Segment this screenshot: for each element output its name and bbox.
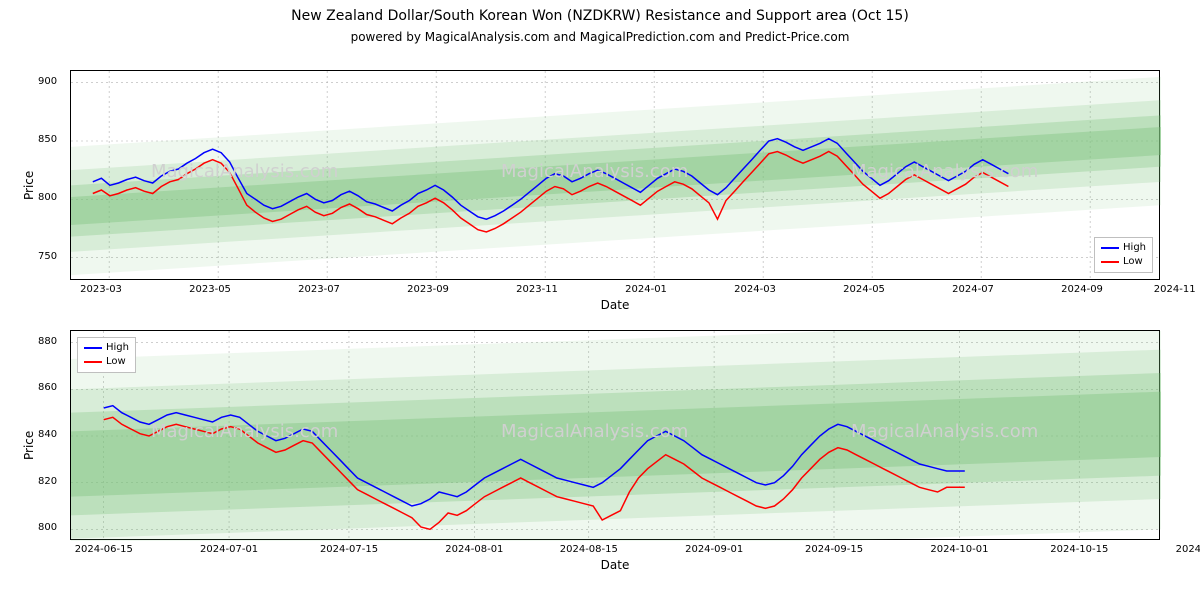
- ytick-label: 900: [38, 76, 57, 87]
- top-chart-svg: [71, 71, 1161, 281]
- figure-container: New Zealand Dollar/South Korean Won (NZD…: [0, 0, 1200, 600]
- legend-item-high: High: [84, 341, 129, 355]
- xtick-label: 2023-05: [189, 284, 231, 295]
- legend-label-high: High: [1123, 241, 1146, 255]
- xtick-label: 2024-09: [1061, 284, 1103, 295]
- legend-label-high: High: [106, 341, 129, 355]
- legend-swatch-low: [1101, 261, 1119, 263]
- ytick-label: 800: [38, 192, 57, 203]
- xtick-label: 2024-10-01: [930, 544, 988, 555]
- chart-subtitle: powered by MagicalAnalysis.com and Magic…: [0, 24, 1200, 44]
- bottom-chart: MagicalAnalysis.com MagicalAnalysis.com …: [70, 330, 1160, 540]
- y-axis-label: Price: [22, 171, 36, 200]
- ytick-label: 850: [38, 134, 57, 145]
- xtick-label: 2024-05: [843, 284, 885, 295]
- xtick-label: 2024-08-15: [560, 544, 618, 555]
- legend-item-high: High: [1101, 241, 1146, 255]
- legend-item-low: Low: [1101, 255, 1146, 269]
- xtick-label: 2024-11-01: [1176, 544, 1200, 555]
- xtick-label: 2024-06-15: [75, 544, 133, 555]
- xtick-label: 2024-03: [734, 284, 776, 295]
- legend-item-low: Low: [84, 355, 129, 369]
- xtick-label: 2024-07-01: [200, 544, 258, 555]
- legend-box: High Low: [1094, 237, 1153, 273]
- legend-swatch-high: [1101, 247, 1119, 249]
- ytick-label: 860: [38, 382, 57, 393]
- xtick-label: 2024-08-01: [445, 544, 503, 555]
- x-axis-label: Date: [70, 298, 1160, 312]
- ytick-label: 880: [38, 336, 57, 347]
- chart-title: New Zealand Dollar/South Korean Won (NZD…: [0, 0, 1200, 24]
- legend-box: High Low: [77, 337, 136, 373]
- xtick-label: 2024-11: [1154, 284, 1196, 295]
- ytick-label: 750: [38, 251, 57, 262]
- xtick-label: 2024-09-15: [805, 544, 863, 555]
- legend-swatch-low: [84, 361, 102, 363]
- bottom-chart-svg: [71, 331, 1161, 541]
- xtick-label: 2024-07-15: [320, 544, 378, 555]
- legend-label-low: Low: [1123, 255, 1143, 269]
- top-chart: MagicalAnalysis.com MagicalAnalysis.com …: [70, 70, 1160, 280]
- xtick-label: 2024-07: [952, 284, 994, 295]
- xtick-label: 2023-07: [298, 284, 340, 295]
- y-axis-label: Price: [22, 431, 36, 460]
- ytick-label: 800: [38, 522, 57, 533]
- xtick-label: 2024-10-15: [1050, 544, 1108, 555]
- xtick-label: 2023-09: [407, 284, 449, 295]
- xtick-label: 2023-03: [80, 284, 122, 295]
- ytick-label: 840: [38, 429, 57, 440]
- xtick-label: 2024-01: [625, 284, 667, 295]
- legend-swatch-high: [84, 347, 102, 349]
- xtick-label: 2023-11: [516, 284, 558, 295]
- legend-label-low: Low: [106, 355, 126, 369]
- ytick-label: 820: [38, 476, 57, 487]
- x-axis-label: Date: [70, 558, 1160, 572]
- xtick-label: 2024-09-01: [685, 544, 743, 555]
